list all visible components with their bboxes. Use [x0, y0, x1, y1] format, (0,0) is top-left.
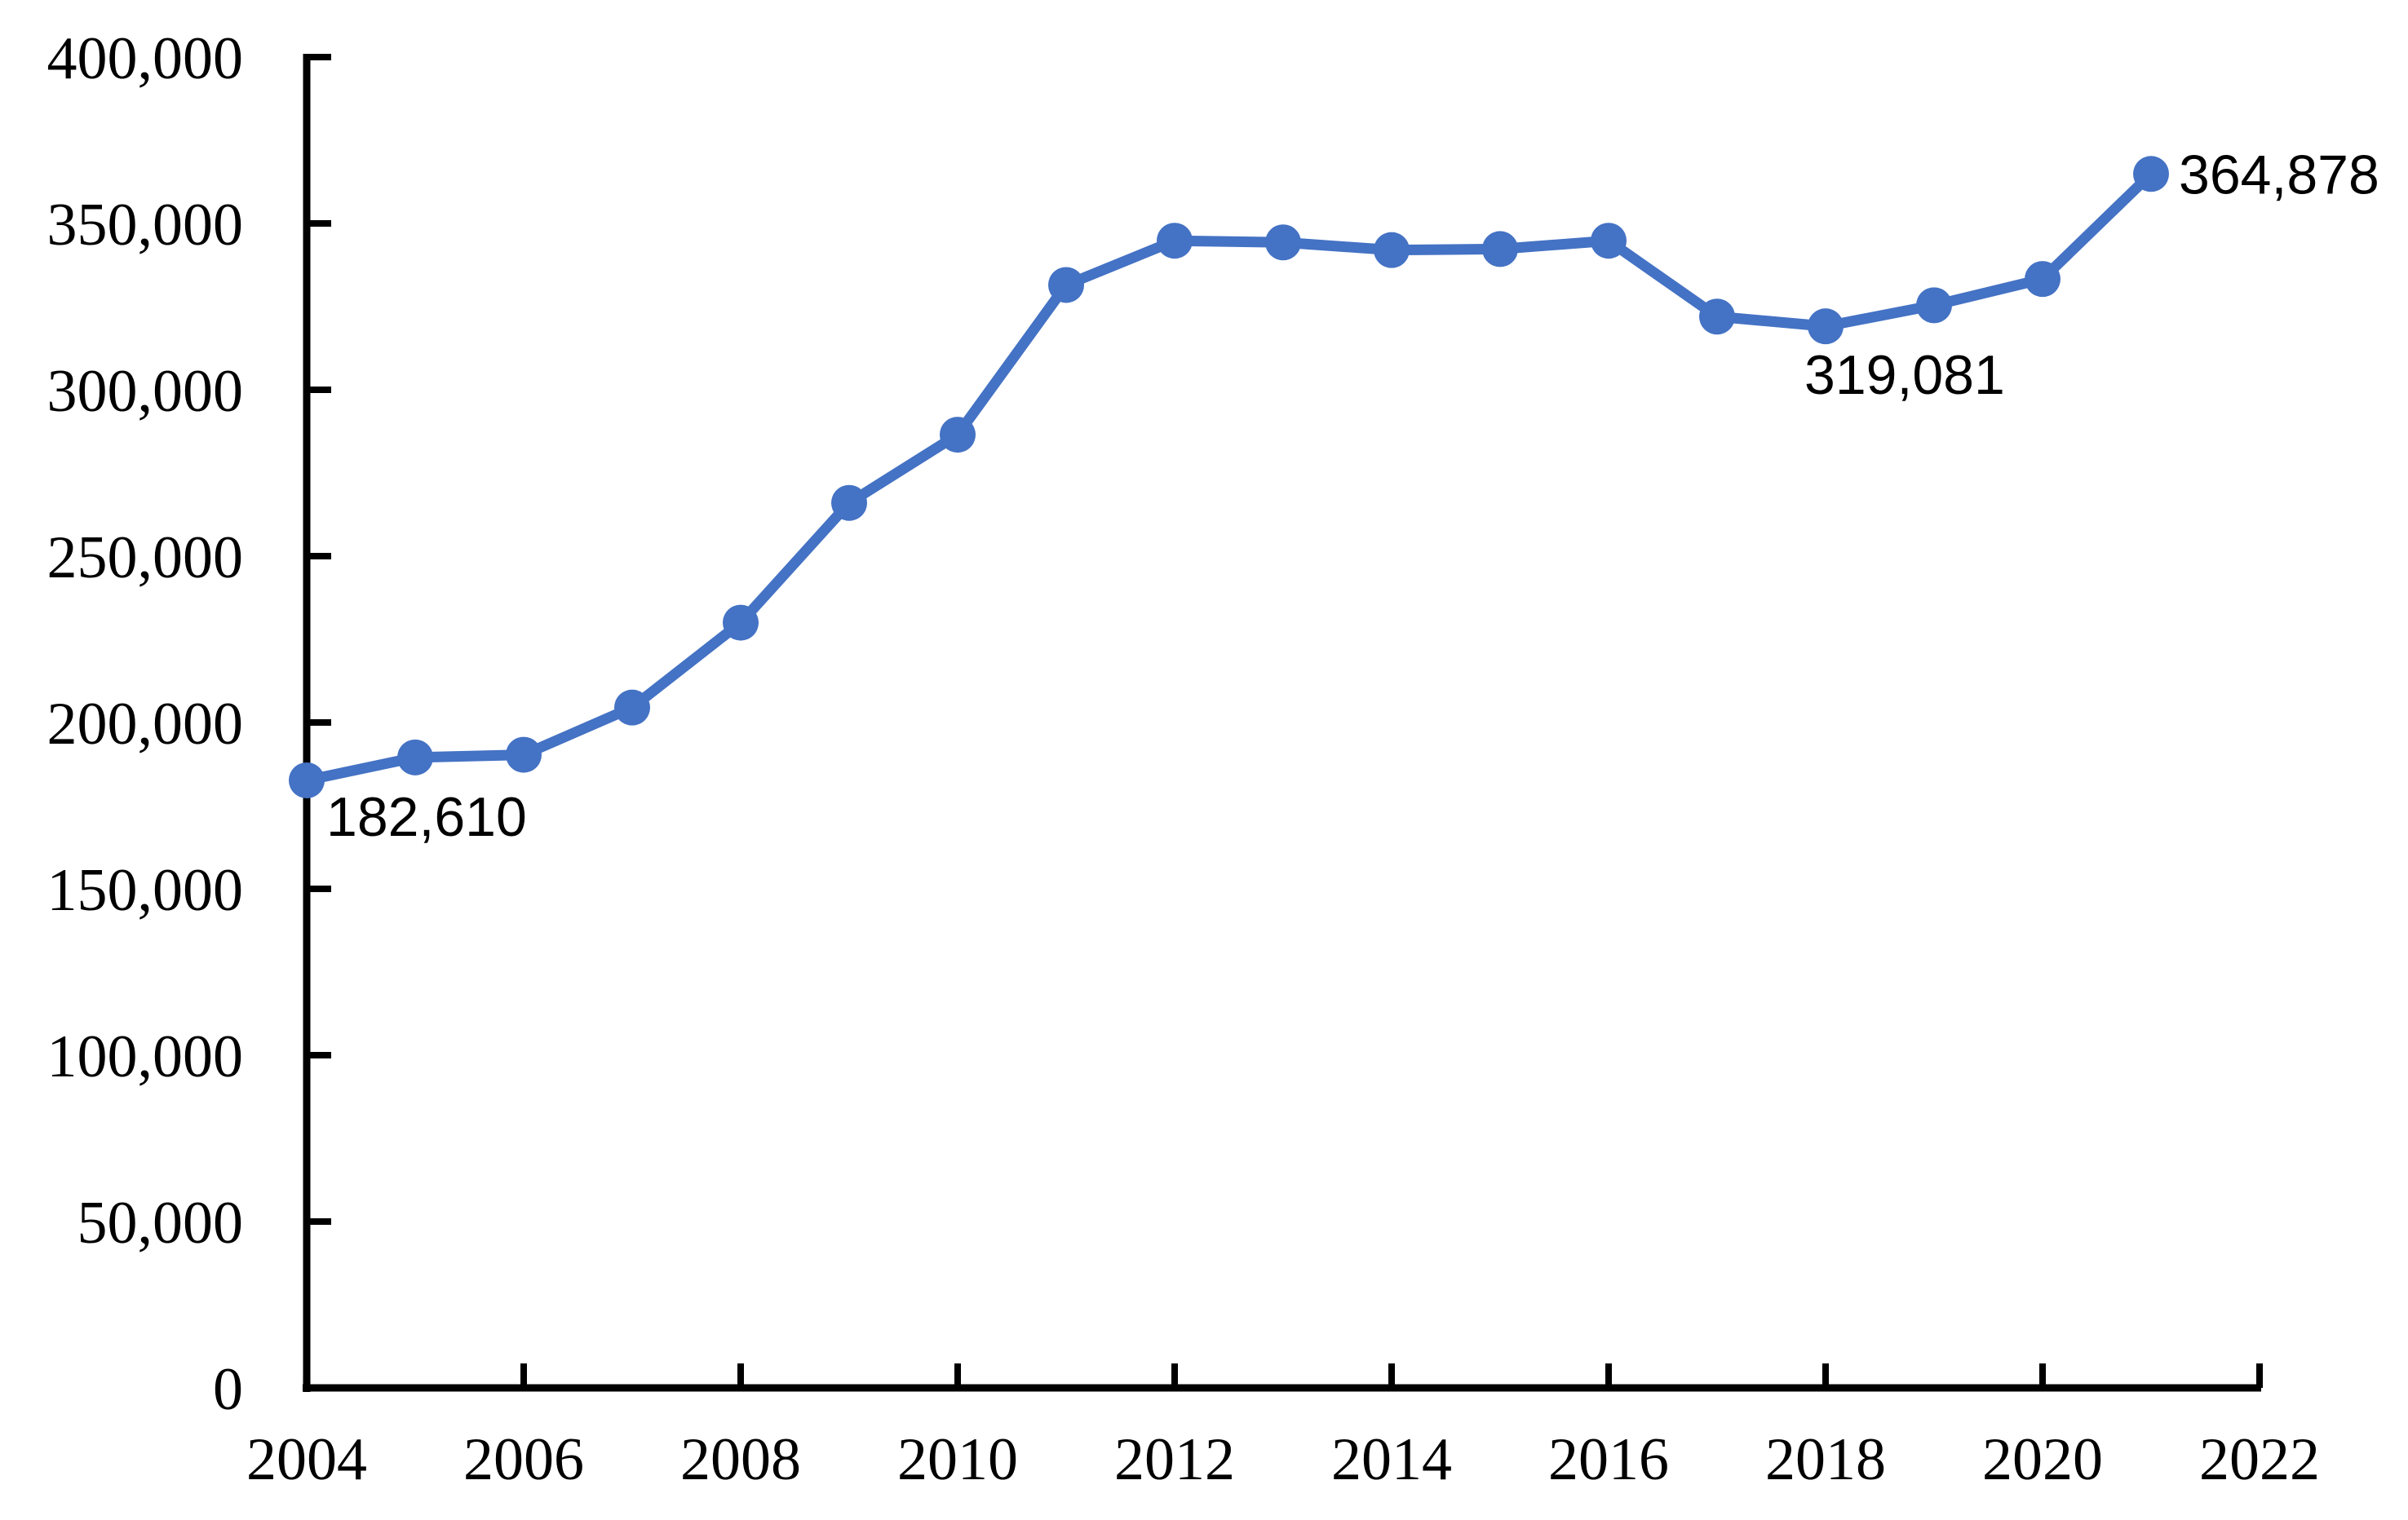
data-point-marker: [289, 762, 325, 798]
data-point-marker: [1916, 287, 1952, 324]
y-tick-label: 0: [213, 1356, 243, 1423]
data-point-marker: [2025, 261, 2061, 298]
point-label: 319,081: [1804, 344, 2005, 406]
y-tick-label: 150,000: [47, 857, 244, 924]
x-tick-label: 2014: [1331, 1426, 1452, 1493]
data-point-marker: [1374, 232, 1410, 268]
x-tick-label: 2006: [463, 1426, 584, 1493]
x-tick-label: 2012: [1114, 1426, 1235, 1493]
y-tick-label: 250,000: [47, 524, 244, 591]
data-point-marker: [1048, 267, 1084, 303]
y-tick-label: 100,000: [47, 1023, 244, 1090]
data-point-marker: [2133, 156, 2169, 192]
x-tick-label: 2022: [2199, 1426, 2320, 1493]
x-tick-label: 2020: [1982, 1426, 2103, 1493]
point-label: 182,610: [326, 786, 527, 848]
data-point-marker: [397, 739, 433, 775]
data-point-marker: [506, 736, 542, 773]
y-tick-label: 50,000: [77, 1190, 244, 1257]
data-point-marker: [1157, 223, 1193, 259]
x-tick-label: 2004: [246, 1426, 367, 1493]
data-point-marker: [723, 604, 759, 641]
x-tick-label: 2010: [897, 1426, 1018, 1493]
x-tick-label: 2008: [680, 1426, 801, 1493]
x-tick-label: 2018: [1765, 1426, 1886, 1493]
y-tick-label: 350,000: [47, 192, 244, 258]
data-point-marker: [831, 484, 867, 521]
data-point-marker: [1808, 308, 1844, 345]
data-point-marker: [940, 417, 976, 453]
data-point-marker: [614, 689, 650, 726]
x-tick-label: 2016: [1548, 1426, 1669, 1493]
y-tick-label: 300,000: [47, 358, 244, 425]
data-point-marker: [1699, 298, 1735, 335]
y-tick-label: 200,000: [47, 691, 244, 758]
data-point-marker: [1482, 231, 1518, 267]
y-tick-label: 400,000: [47, 25, 244, 92]
data-point-marker: [1265, 224, 1301, 261]
data-point-marker: [1591, 223, 1627, 259]
point-label: 364,878: [2179, 144, 2379, 205]
series-line: [301, 168, 2157, 786]
